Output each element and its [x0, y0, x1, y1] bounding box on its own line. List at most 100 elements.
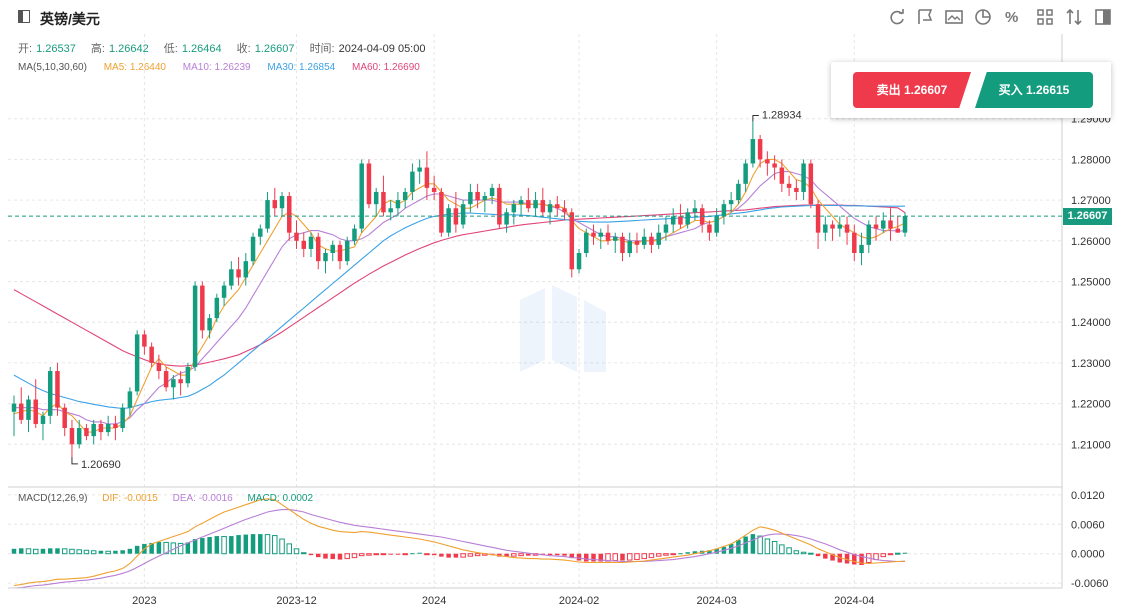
candle-body: [584, 232, 589, 254]
candle-body: [344, 240, 350, 262]
macd-bar: [207, 537, 212, 554]
candle-body: [62, 407, 67, 429]
time-tick-label: 2024: [422, 595, 446, 607]
macd-bar: [69, 548, 75, 555]
high-value: 1.26642: [108, 43, 149, 55]
candle-body: [794, 187, 799, 192]
pie-icon[interactable]: [972, 6, 994, 28]
sell-button[interactable]: 卖出 1.26607: [853, 72, 971, 108]
macd-bar: [526, 553, 531, 556]
macd-bar: [243, 534, 249, 554]
candle-body: [301, 240, 307, 249]
macd-bar: [439, 553, 444, 557]
macd-bar: [395, 553, 401, 555]
macd-bar: [127, 548, 133, 554]
candle-body: [76, 428, 82, 445]
candle-body: [178, 379, 183, 384]
candle-body: [439, 191, 444, 233]
candle-body: [402, 191, 408, 201]
macd-bar: [771, 540, 778, 555]
buy-button[interactable]: 买入 1.26615: [975, 72, 1093, 108]
time-tick-label: 2023-12: [276, 595, 316, 607]
candle-body: [410, 171, 415, 192]
candle-body: [692, 208, 698, 213]
candle-body: [598, 232, 604, 237]
candle-body: [670, 216, 676, 225]
macd-bar: [120, 550, 125, 554]
time-tick-label: 2024-04: [834, 595, 874, 607]
macd-bar: [815, 553, 821, 557]
candle-body: [569, 212, 575, 270]
macd-bar: [323, 553, 328, 559]
macd-bar: [736, 539, 741, 554]
dea-line: [13, 509, 905, 589]
price-tick-label: 1.25000: [1071, 277, 1111, 289]
macd-tick-label: 0.0000: [1071, 549, 1105, 561]
percent-icon[interactable]: %: [1001, 6, 1023, 28]
macd-bar: [236, 535, 241, 554]
macd-bar: [460, 553, 466, 558]
candle-body: [171, 379, 176, 388]
chart-header: 英镑/美元 %: [0, 0, 1122, 34]
draw-icon[interactable]: [914, 6, 936, 28]
current-price-tag: 1.26607: [1063, 208, 1112, 225]
candle-body: [40, 415, 46, 424]
candle-body: [591, 232, 596, 237]
macd-bar: [83, 549, 90, 555]
macd-bar: [880, 553, 887, 558]
candle-body: [511, 204, 517, 213]
candle-body: [757, 139, 763, 160]
ma60-legend: MA60: 1.26690: [351, 62, 420, 73]
candle-body: [294, 232, 299, 241]
macd-bar: [641, 553, 647, 560]
macd-bar: [286, 543, 293, 555]
candle-body: [823, 224, 828, 233]
macd-bar: [105, 550, 111, 555]
candle-body: [786, 183, 792, 188]
macd-tick-label: 0.0060: [1071, 519, 1105, 531]
candle-body: [547, 204, 553, 213]
macd-bar: [823, 553, 828, 559]
macd-bar: [337, 553, 343, 560]
macd-bar: [149, 542, 154, 554]
macd-bar: [830, 553, 835, 561]
macd-bar: [757, 535, 763, 555]
macd-bar: [685, 552, 690, 554]
candle-body: [185, 366, 191, 384]
macd-bar: [373, 553, 379, 556]
macd-bar: [808, 552, 814, 555]
macd-bar: [163, 541, 169, 555]
side-panel-icon[interactable]: [1092, 6, 1114, 28]
candle-body: [605, 232, 611, 241]
candle-body: [576, 253, 582, 270]
candle-body: [287, 196, 292, 233]
candle-body: [497, 187, 502, 225]
candle-body: [873, 224, 879, 229]
macd-bar: [366, 553, 372, 556]
candle-body: [69, 428, 75, 445]
compare-icon[interactable]: [1063, 6, 1085, 28]
candle-body: [728, 200, 734, 205]
macd-bar: [626, 553, 633, 561]
refresh-icon[interactable]: [886, 6, 908, 28]
candle-body: [18, 403, 24, 420]
macd-bar: [800, 551, 807, 555]
candle-body: [612, 236, 618, 241]
macd-bar: [113, 550, 118, 554]
candle-body: [315, 236, 321, 262]
macd-bar: [779, 544, 785, 555]
macd-bar: [351, 553, 358, 559]
ma-legend-label: MA(5,10,30,60): [18, 62, 87, 73]
macd-bar: [61, 548, 68, 555]
grid-icon[interactable]: [1034, 6, 1056, 28]
max-price-label: 1.28934: [762, 110, 802, 122]
candle-body: [243, 261, 249, 278]
macd-bar: [424, 553, 430, 556]
panel-toggle-icon[interactable]: [18, 10, 30, 23]
macd-bar: [264, 534, 271, 555]
candle-body: [772, 163, 777, 168]
macd-bar: [873, 553, 879, 561]
candle-body: [743, 163, 748, 184]
image-icon[interactable]: [943, 6, 965, 28]
